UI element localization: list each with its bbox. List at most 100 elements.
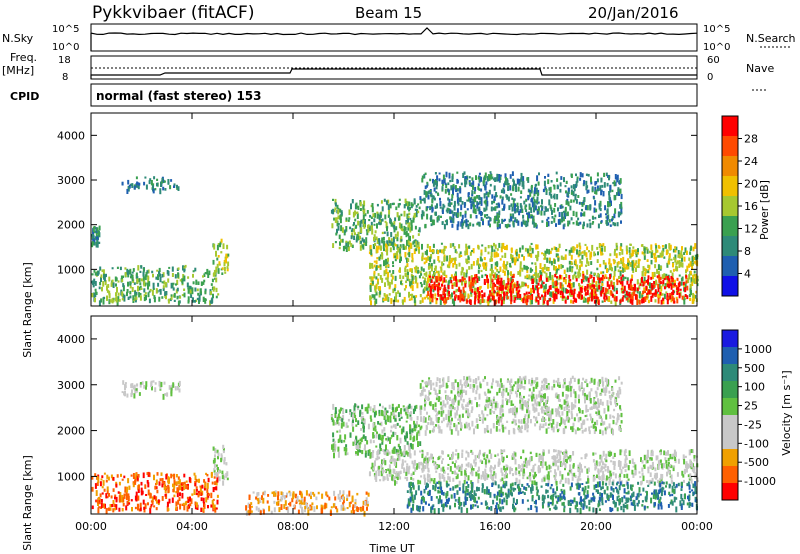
range-cell — [148, 180, 151, 185]
range-cell — [440, 249, 443, 254]
range-cell — [205, 497, 208, 503]
range-cell — [162, 393, 165, 400]
range-cell — [372, 432, 375, 435]
range-cell — [619, 211, 622, 216]
range-cell — [351, 495, 354, 502]
range-cell — [429, 264, 432, 269]
range-cell — [225, 472, 228, 478]
range-cell — [551, 216, 554, 219]
range-cell — [245, 510, 248, 516]
range-cell — [141, 381, 144, 385]
range-cell — [362, 214, 365, 221]
range-cell — [688, 293, 691, 297]
range-cell — [392, 261, 394, 265]
range-cell — [186, 496, 189, 499]
range-cell — [407, 239, 410, 245]
range-cell — [203, 486, 206, 491]
range-cell — [211, 278, 214, 283]
range-cell — [405, 471, 408, 476]
range-cell — [120, 496, 123, 503]
range-cell — [642, 475, 645, 482]
range-cell — [502, 242, 505, 249]
range-cell — [407, 206, 409, 210]
range-cell — [564, 185, 567, 188]
range-cell — [657, 294, 660, 298]
range-cell — [661, 274, 664, 279]
range-cell — [584, 465, 587, 469]
range-cell — [594, 216, 597, 220]
range-cell — [355, 424, 358, 427]
range-cell — [542, 267, 545, 273]
range-cell — [94, 236, 97, 239]
power-region — [330, 198, 421, 252]
range-cell — [391, 403, 394, 407]
range-cell — [493, 185, 496, 191]
range-cell — [394, 275, 397, 281]
range-cell — [687, 474, 690, 478]
range-cell — [568, 253, 571, 256]
range-cell — [447, 473, 450, 476]
range-cell — [94, 292, 97, 297]
range-cell — [426, 243, 429, 249]
range-cell — [614, 174, 617, 180]
range-cell — [497, 271, 500, 274]
range-cell — [501, 455, 503, 461]
range-cell — [596, 287, 599, 292]
range-cell — [611, 285, 614, 290]
range-cell — [543, 299, 546, 304]
range-cell — [412, 241, 415, 245]
range-cell — [591, 222, 594, 225]
range-cell — [196, 288, 199, 292]
range-cell — [394, 233, 397, 239]
range-cell — [529, 191, 532, 197]
range-cell — [497, 277, 500, 283]
range-cell — [473, 300, 476, 305]
range-cell — [478, 290, 481, 296]
range-cell — [101, 286, 103, 292]
range-cell — [476, 204, 479, 209]
range-cell — [525, 291, 528, 295]
range-cell — [94, 281, 97, 286]
range-cell — [477, 298, 480, 304]
range-cell — [426, 457, 429, 464]
range-cell — [629, 256, 632, 259]
range-cell — [408, 451, 411, 457]
range-cell — [498, 223, 501, 229]
range-cell — [405, 200, 408, 206]
range-cell — [567, 289, 570, 294]
range-cell — [192, 281, 195, 285]
range-cell — [289, 492, 292, 497]
range-cell — [369, 452, 372, 458]
range-cell — [443, 223, 446, 230]
range-cell — [139, 295, 142, 301]
range-cell — [431, 249, 434, 253]
range-cell — [487, 278, 490, 284]
range-cell — [335, 217, 338, 223]
range-cell — [561, 284, 564, 288]
range-cell — [332, 443, 335, 449]
range-cell — [121, 181, 124, 186]
range-cell — [494, 215, 497, 220]
range-cell — [375, 433, 378, 439]
range-cell — [373, 472, 376, 477]
range-cell — [367, 228, 370, 233]
range-cell — [544, 283, 547, 290]
range-cell — [592, 287, 595, 293]
range-cell — [646, 292, 649, 295]
range-cell — [507, 270, 509, 276]
range-cell — [618, 252, 621, 256]
range-cell — [493, 200, 495, 204]
range-cell — [612, 222, 615, 226]
range-cell — [645, 279, 648, 283]
range-cell — [426, 249, 428, 256]
range-cell — [625, 298, 628, 301]
range-cell — [175, 501, 178, 507]
range-cell — [404, 198, 407, 204]
range-cell — [442, 263, 445, 266]
range-cell — [578, 291, 581, 297]
range-cell — [388, 451, 391, 455]
range-cell — [353, 228, 356, 233]
range-cell — [681, 276, 684, 281]
range-cell — [544, 254, 547, 260]
range-cell — [226, 244, 229, 250]
